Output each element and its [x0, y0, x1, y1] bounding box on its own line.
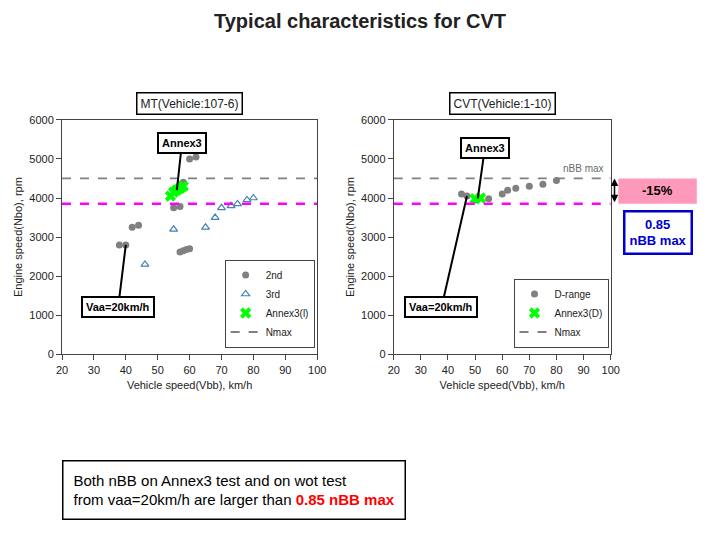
svg-text:40: 40: [442, 364, 454, 376]
svg-text:Typical characteristics for CV: Typical characteristics for CVT: [214, 10, 506, 32]
svg-text:90: 90: [577, 364, 589, 376]
svg-text:Annex3(l): Annex3(l): [266, 308, 309, 319]
svg-text:1000: 1000: [361, 309, 385, 321]
svg-text:30: 30: [88, 364, 100, 376]
svg-text:60: 60: [183, 364, 195, 376]
svg-text:0: 0: [48, 348, 54, 360]
svg-text:Both nBB on Annex3 test and on: Both nBB on Annex3 test and on wot testf…: [74, 472, 395, 509]
svg-text:Annex3(D): Annex3(D): [555, 308, 603, 319]
svg-text:Engine speed(Nbo), rpm: Engine speed(Nbo), rpm: [12, 177, 24, 297]
svg-text:Vehicle speed(Vbb), km/h: Vehicle speed(Vbb), km/h: [127, 379, 252, 391]
svg-text:MT(Vehicle:107-6): MT(Vehicle:107-6): [141, 97, 239, 111]
svg-text:3000: 3000: [29, 231, 53, 243]
svg-text:6000: 6000: [29, 114, 53, 126]
svg-text:Nmax: Nmax: [555, 327, 581, 338]
svg-text:6000: 6000: [361, 114, 385, 126]
svg-text:70: 70: [215, 364, 227, 376]
svg-text:40: 40: [120, 364, 132, 376]
svg-text:70: 70: [523, 364, 535, 376]
svg-text:D-range: D-range: [555, 289, 592, 300]
svg-text:2nd: 2nd: [266, 270, 283, 281]
svg-text:5000: 5000: [29, 153, 53, 165]
svg-text:2000: 2000: [361, 270, 385, 282]
svg-text:3rd: 3rd: [266, 289, 280, 300]
svg-text:50: 50: [469, 364, 481, 376]
svg-text:100: 100: [602, 364, 620, 376]
svg-text:Vehicle speed(Vbb), km/h: Vehicle speed(Vbb), km/h: [440, 379, 565, 391]
svg-text:80: 80: [550, 364, 562, 376]
svg-text:CVT(Vehicle:1-10): CVT(Vehicle:1-10): [454, 97, 552, 111]
svg-text:0.85nBB max: 0.85nBB max: [630, 217, 687, 249]
svg-text:30: 30: [415, 364, 427, 376]
svg-text:Engine speed(Nbo), rpm: Engine speed(Nbo), rpm: [344, 177, 356, 297]
svg-text:Vaa=20km/h: Vaa=20km/h: [409, 301, 473, 313]
svg-text:1000: 1000: [29, 309, 53, 321]
svg-text:2000: 2000: [29, 270, 53, 282]
svg-text:50: 50: [152, 364, 164, 376]
svg-text:-15%: -15%: [642, 183, 673, 198]
svg-text:20: 20: [56, 364, 68, 376]
svg-text:Nmax: Nmax: [266, 327, 292, 338]
svg-text:Vaa=20km/h: Vaa=20km/h: [86, 301, 150, 313]
svg-text:5000: 5000: [361, 153, 385, 165]
svg-text:100: 100: [308, 364, 326, 376]
svg-text:3000: 3000: [361, 231, 385, 243]
svg-text:Annex3: Annex3: [162, 137, 202, 149]
svg-text:60: 60: [496, 364, 508, 376]
svg-text:20: 20: [388, 364, 400, 376]
svg-text:Annex3: Annex3: [465, 142, 505, 154]
svg-text:80: 80: [247, 364, 259, 376]
svg-text:0: 0: [379, 348, 385, 360]
svg-text:4000: 4000: [29, 192, 53, 204]
svg-text:4000: 4000: [361, 192, 385, 204]
svg-text:nBB max: nBB max: [563, 163, 604, 174]
svg-text:90: 90: [279, 364, 291, 376]
